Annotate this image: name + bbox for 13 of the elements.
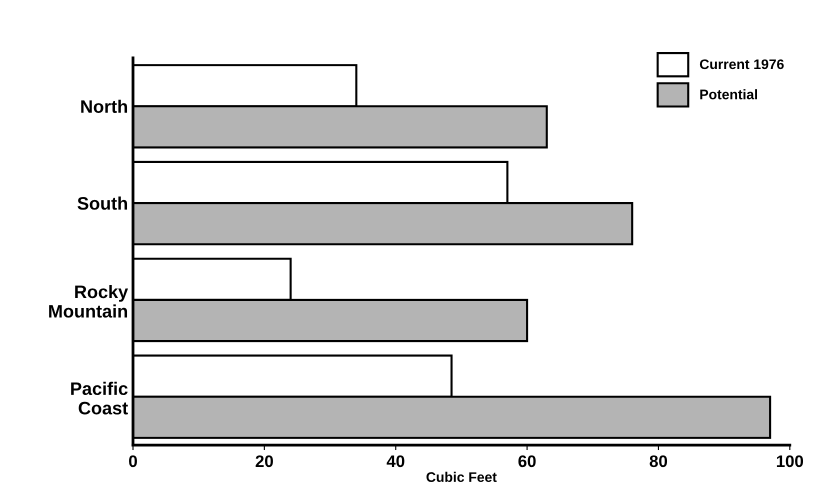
legend-label: Current 1976 bbox=[700, 59, 784, 70]
legend-label: Potential bbox=[700, 89, 757, 100]
x-tick-label: 100 bbox=[776, 455, 804, 468]
x-tick-label: 20 bbox=[256, 455, 273, 468]
x-tick-label: 0 bbox=[129, 455, 137, 468]
y-tick-label: Pacific Coast bbox=[71, 382, 128, 414]
y-tick-label: North bbox=[81, 100, 128, 113]
x-axis-title: Cubic Feet bbox=[426, 472, 497, 482]
x-tick-label: 60 bbox=[518, 455, 536, 468]
y-tick-label: Rocky Mountain bbox=[49, 284, 128, 318]
y-tick-label: South bbox=[78, 196, 128, 210]
x-tick-label: 80 bbox=[650, 455, 668, 468]
x-tick-label: 40 bbox=[386, 455, 404, 468]
